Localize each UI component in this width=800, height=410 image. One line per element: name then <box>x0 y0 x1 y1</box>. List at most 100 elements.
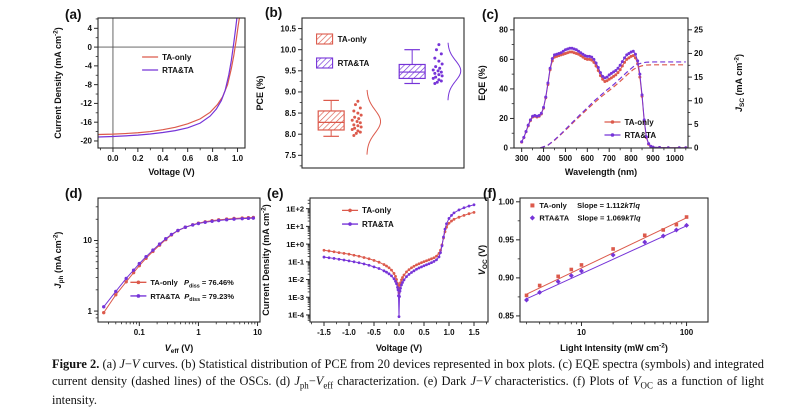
svg-text:1E-4: 1E-4 <box>288 311 305 320</box>
svg-text:Veff (V): Veff (V) <box>165 343 193 355</box>
svg-text:25: 25 <box>694 26 703 35</box>
svg-text:0.4: 0.4 <box>157 154 169 163</box>
svg-text:(f): (f) <box>483 186 497 201</box>
svg-text:300: 300 <box>515 154 529 163</box>
svg-text:500: 500 <box>559 154 573 163</box>
svg-text:-0.5: -0.5 <box>367 328 381 337</box>
svg-text:Light Intensity (mW cm-2): Light Intensity (mW cm-2) <box>560 343 668 353</box>
svg-text:RTA&TA: RTA&TA <box>162 66 194 75</box>
figure-caption: Figure 2. (a) J−V curves. (b) Statistica… <box>52 357 765 407</box>
chart-panel-c-eqe-spectra: 300 400 500 600 700 800 900 1000020406080051015… <box>477 7 747 177</box>
svg-text:(a): (a) <box>65 7 82 22</box>
svg-text:0.5: 0.5 <box>418 328 430 337</box>
svg-text:1.0: 1.0 <box>443 328 455 337</box>
svg-text:-1.5: -1.5 <box>317 328 331 337</box>
svg-text:TA-only: TA-only <box>362 206 392 215</box>
svg-text:Voltage (V): Voltage (V) <box>148 167 194 177</box>
svg-text:20: 20 <box>694 49 703 58</box>
svg-text:1E-2: 1E-2 <box>288 275 304 284</box>
svg-text:Jph (mA cm-2): Jph (mA cm-2) <box>53 232 66 289</box>
svg-text:100: 100 <box>680 328 694 337</box>
svg-text:1: 1 <box>88 307 93 316</box>
svg-text:(e): (e) <box>267 186 284 201</box>
svg-text:RTA&TA: RTA&TA <box>362 220 394 229</box>
chart-panel-b-pce-boxplot: 7.5 8.0 8.5 9.0 9.5 10.0 10.5 PCE (%) TA-only RTA… <box>255 5 465 169</box>
svg-text:1.00: 1.00 <box>498 198 514 207</box>
svg-text:4: 4 <box>88 24 93 33</box>
svg-text:1000: 1000 <box>666 154 684 163</box>
svg-text:1: 1 <box>196 328 201 337</box>
svg-text:7.5: 7.5 <box>285 151 297 160</box>
svg-text:10: 10 <box>83 236 92 245</box>
chart-panel-d-jph-veff: 0.1 1 10 1 10 Veff (V) Jph (mA cm-2) TA-only Pd… <box>53 186 263 355</box>
svg-text:15: 15 <box>694 73 703 82</box>
svg-text:PCE (%): PCE (%) <box>255 75 265 110</box>
svg-text:800: 800 <box>624 154 638 163</box>
svg-text:RTA&TA: RTA&TA <box>338 59 370 68</box>
svg-text:900: 900 <box>646 154 660 163</box>
svg-text:9.0: 9.0 <box>285 88 297 97</box>
svg-text:TA-only: TA-only <box>338 35 368 44</box>
svg-text:0.0: 0.0 <box>393 328 405 337</box>
svg-text:-8: -8 <box>85 80 93 89</box>
svg-text:1E-3: 1E-3 <box>288 293 304 302</box>
svg-text:80: 80 <box>499 26 508 35</box>
svg-text:400: 400 <box>537 154 551 163</box>
svg-text:TA-only: TA-only <box>162 53 192 62</box>
svg-text:1E+0: 1E+0 <box>286 240 304 249</box>
svg-text:(d): (d) <box>65 186 82 201</box>
svg-text:5: 5 <box>694 120 699 129</box>
chart-panel-e-dark-jv: -1.5 -1.0 -0.5 0.0 0.5 1.0 1.5 1E+2 1E+1 1E+0 1E-1… <box>261 186 489 353</box>
svg-text:20: 20 <box>499 114 508 123</box>
svg-text:10.5: 10.5 <box>280 24 296 33</box>
svg-text:0: 0 <box>694 144 699 153</box>
svg-text:0.0: 0.0 <box>107 154 119 163</box>
svg-text:0.85: 0.85 <box>498 312 514 321</box>
svg-text:8.5: 8.5 <box>285 109 297 118</box>
svg-text:-12: -12 <box>80 99 92 108</box>
svg-text:TA-only Pdiss = 76.46%: TA-only Pdiss = 76.46% <box>150 278 234 289</box>
svg-text:RTA&TA: RTA&TA <box>624 131 656 140</box>
svg-text:RTA&TA Pdiss = 79.23%: RTA&TA Pdiss = 79.23% <box>150 292 234 303</box>
svg-text:60: 60 <box>499 55 508 64</box>
svg-text:10: 10 <box>694 96 703 105</box>
svg-text:0.95: 0.95 <box>498 236 514 245</box>
svg-text:-20: -20 <box>80 137 92 146</box>
svg-text:10: 10 <box>253 328 262 337</box>
svg-text:(c): (c) <box>482 7 499 22</box>
svg-text:(b): (b) <box>265 5 282 20</box>
svg-text:-1.0: -1.0 <box>342 328 356 337</box>
svg-text:10.0: 10.0 <box>280 45 296 54</box>
svg-text:1.5: 1.5 <box>468 328 480 337</box>
chart-panel-a-jv-curves: 0.0 0.2 0.4 0.6 0.8 1.0 -20 -16 -12 -8 -4 0 4 Voltage… <box>53 7 246 177</box>
svg-text:1E+2: 1E+2 <box>286 204 304 213</box>
svg-text:Current Density (mA cm-2): Current Density (mA cm-2) <box>261 204 271 315</box>
svg-text:0.2: 0.2 <box>132 154 144 163</box>
svg-text:TA-only: TA-only <box>624 118 654 127</box>
svg-text:-4: -4 <box>85 62 93 71</box>
svg-text:0: 0 <box>88 43 93 52</box>
svg-text:0.90: 0.90 <box>498 274 514 283</box>
svg-text:1.0: 1.0 <box>232 154 244 163</box>
svg-text:VOC (V): VOC (V) <box>477 245 489 275</box>
svg-text:40: 40 <box>499 85 508 94</box>
svg-text:0.8: 0.8 <box>207 154 219 163</box>
svg-text:TA-only Slope = 1.112kT/q: TA-only Slope = 1.112kT/q <box>539 201 640 210</box>
svg-text:0: 0 <box>504 144 509 153</box>
chart-panel-f-voc-light: 10 100 0.85 0.90 0.95 1.00 Light Intensity (mW… <box>477 186 709 353</box>
svg-text:600: 600 <box>581 154 595 163</box>
svg-text:RTA&TA Slope = 1.069kT/q: RTA&TA Slope = 1.069kT/q <box>539 214 641 223</box>
svg-text:9.5: 9.5 <box>285 67 297 76</box>
svg-text:Wavelength (nm): Wavelength (nm) <box>565 167 637 177</box>
svg-text:10: 10 <box>577 328 586 337</box>
svg-text:1E+1: 1E+1 <box>286 222 304 231</box>
svg-text:JSC (mA cm-2): JSC (mA cm-2) <box>734 54 747 112</box>
svg-text:0.6: 0.6 <box>182 154 194 163</box>
svg-text:Current Density (mA cm-2): Current Density (mA cm-2) <box>53 27 63 138</box>
svg-text:0.1: 0.1 <box>134 328 146 337</box>
svg-text:1E-1: 1E-1 <box>288 258 304 267</box>
svg-text:Voltage (V): Voltage (V) <box>376 343 422 353</box>
svg-text:EQE (%): EQE (%) <box>477 65 487 101</box>
figure-2-panels: 0.0 0.2 0.4 0.6 0.8 1.0 -20 -16 -12 -8 -4 0 4 Voltage… <box>53 5 747 355</box>
